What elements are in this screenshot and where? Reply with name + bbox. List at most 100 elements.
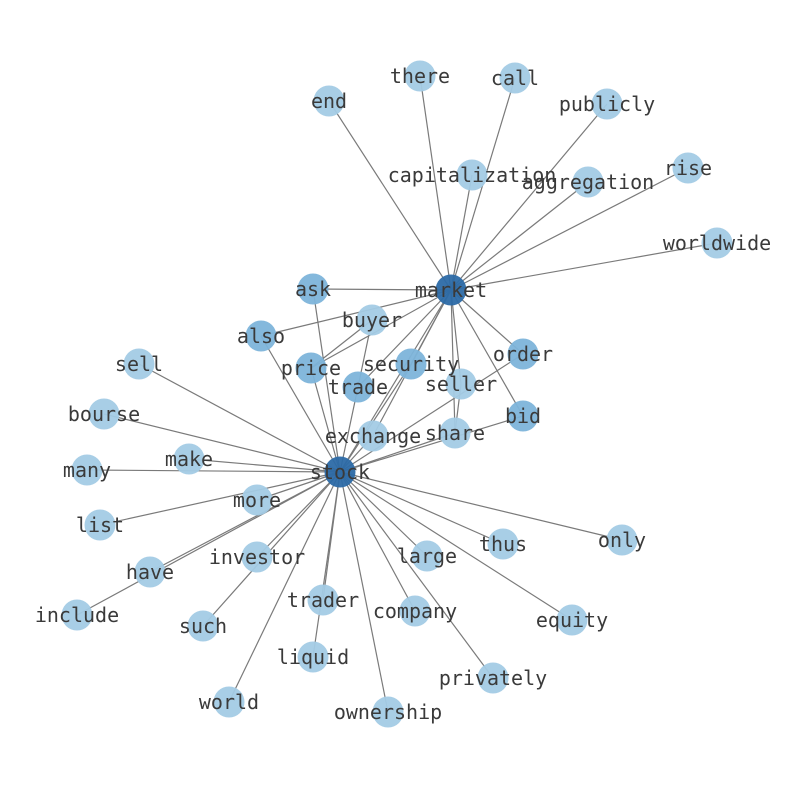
- node-list: [84, 509, 116, 541]
- node-call: [499, 62, 531, 94]
- node-worldwide: [701, 227, 733, 259]
- node-there: [404, 60, 436, 92]
- node-label-sell: sell: [115, 352, 163, 376]
- node-sell: [123, 348, 155, 380]
- edge-market-ask: [312, 288, 452, 291]
- node-label-ask: ask: [295, 277, 331, 301]
- node-price: [295, 352, 327, 384]
- node-thus: [487, 528, 519, 560]
- node-label-stock: stock: [310, 460, 370, 484]
- node-end: [313, 85, 345, 117]
- edge-stock-security: [339, 363, 412, 473]
- edge-stock-world: [228, 471, 341, 703]
- node-label-world: world: [199, 690, 259, 714]
- edge-stock-ownership: [339, 471, 389, 713]
- node-capitalization: [456, 159, 488, 191]
- edge-stock-also: [260, 335, 341, 473]
- edge-stock-liquid: [312, 471, 341, 658]
- node-label-have: have: [126, 560, 174, 584]
- node-privately: [477, 662, 509, 694]
- node-label-trader: trader: [287, 588, 359, 612]
- edge-market-aggregation: [450, 181, 589, 291]
- edge-stock-only: [339, 471, 623, 541]
- node-publicly: [591, 88, 623, 120]
- node-investor: [241, 541, 273, 573]
- node-large: [411, 540, 443, 572]
- edge-stock-share: [339, 432, 456, 473]
- node-many: [71, 454, 103, 486]
- node-ask: [297, 273, 329, 305]
- node-such: [187, 610, 219, 642]
- edge-market-seller: [450, 289, 462, 385]
- node-aggregation: [572, 166, 604, 198]
- edge-market-trade: [357, 289, 452, 388]
- edge-market-order: [450, 289, 524, 355]
- node-label-liquid: liquid: [277, 645, 349, 669]
- edge-stock-many: [86, 469, 341, 473]
- node-also: [245, 320, 277, 352]
- node-label-list: list: [76, 513, 124, 537]
- edge-stock-price: [310, 367, 341, 473]
- node-label-end: end: [311, 89, 347, 113]
- node-share: [439, 417, 471, 449]
- node-label-more: more: [233, 488, 281, 512]
- node-order: [507, 338, 539, 370]
- edge-stock-ask: [312, 288, 341, 473]
- labels: market stock end there call publicly capitaliz…: [35, 64, 771, 724]
- node-label-market: market: [415, 278, 487, 302]
- node-label-large: large: [397, 544, 457, 568]
- node-label-also: also: [237, 324, 285, 348]
- node-label-share: share: [425, 421, 485, 445]
- node-company: [399, 595, 431, 627]
- edge-stock-thus: [339, 471, 504, 545]
- node-label-there: there: [390, 64, 450, 88]
- edge-stock-such: [202, 471, 341, 627]
- node-label-company: company: [373, 599, 457, 623]
- node-label-such: such: [179, 614, 227, 638]
- edge-stock-list: [99, 471, 341, 526]
- node-label-thus: thus: [479, 532, 527, 556]
- node-ownership: [372, 696, 404, 728]
- edge-market-share: [450, 289, 456, 434]
- node-seller: [445, 368, 477, 400]
- edge-stock-bid: [339, 415, 524, 473]
- edge-stock-include: [76, 471, 341, 616]
- node-label-price: price: [281, 356, 341, 380]
- edge-stock-order: [339, 353, 524, 473]
- node-label-trade: trade: [328, 375, 388, 399]
- node-label-publicly: publicly: [559, 92, 655, 116]
- edge-market-worldwide: [450, 242, 718, 291]
- node-label-worldwide: worldwide: [663, 231, 771, 255]
- edge-market-stock: [339, 289, 452, 473]
- node-label-aggregation: aggregation: [522, 170, 654, 194]
- edge-stock-company: [339, 471, 416, 612]
- node-label-ownership: ownership: [334, 700, 442, 724]
- node-security: [395, 348, 427, 380]
- node-label-equity: equity: [536, 608, 608, 632]
- node-label-bourse: bourse: [68, 402, 140, 426]
- node-stock: [324, 456, 356, 488]
- node-label-seller: seller: [425, 372, 497, 396]
- node-trader: [307, 584, 339, 616]
- node-label-only: only: [598, 528, 646, 552]
- node-label-privately: privately: [439, 666, 547, 690]
- node-exchange: [357, 420, 389, 452]
- edge-market-there: [419, 75, 452, 291]
- node-bid: [507, 400, 539, 432]
- edge-market-publicly: [450, 103, 608, 291]
- edge-market-also: [260, 289, 452, 337]
- node-world: [213, 686, 245, 718]
- node-have: [134, 556, 166, 588]
- node-liquid: [297, 641, 329, 673]
- node-trade: [342, 371, 374, 403]
- node-label-many: many: [63, 458, 111, 482]
- node-include: [61, 599, 93, 631]
- node-more: [241, 484, 273, 516]
- node-label-capitalization: capitalization: [388, 163, 557, 187]
- node-buyer: [356, 304, 388, 336]
- edge-market-capitalization: [450, 174, 473, 291]
- edge-stock-large: [339, 471, 428, 557]
- edge-stock-sell: [138, 363, 341, 473]
